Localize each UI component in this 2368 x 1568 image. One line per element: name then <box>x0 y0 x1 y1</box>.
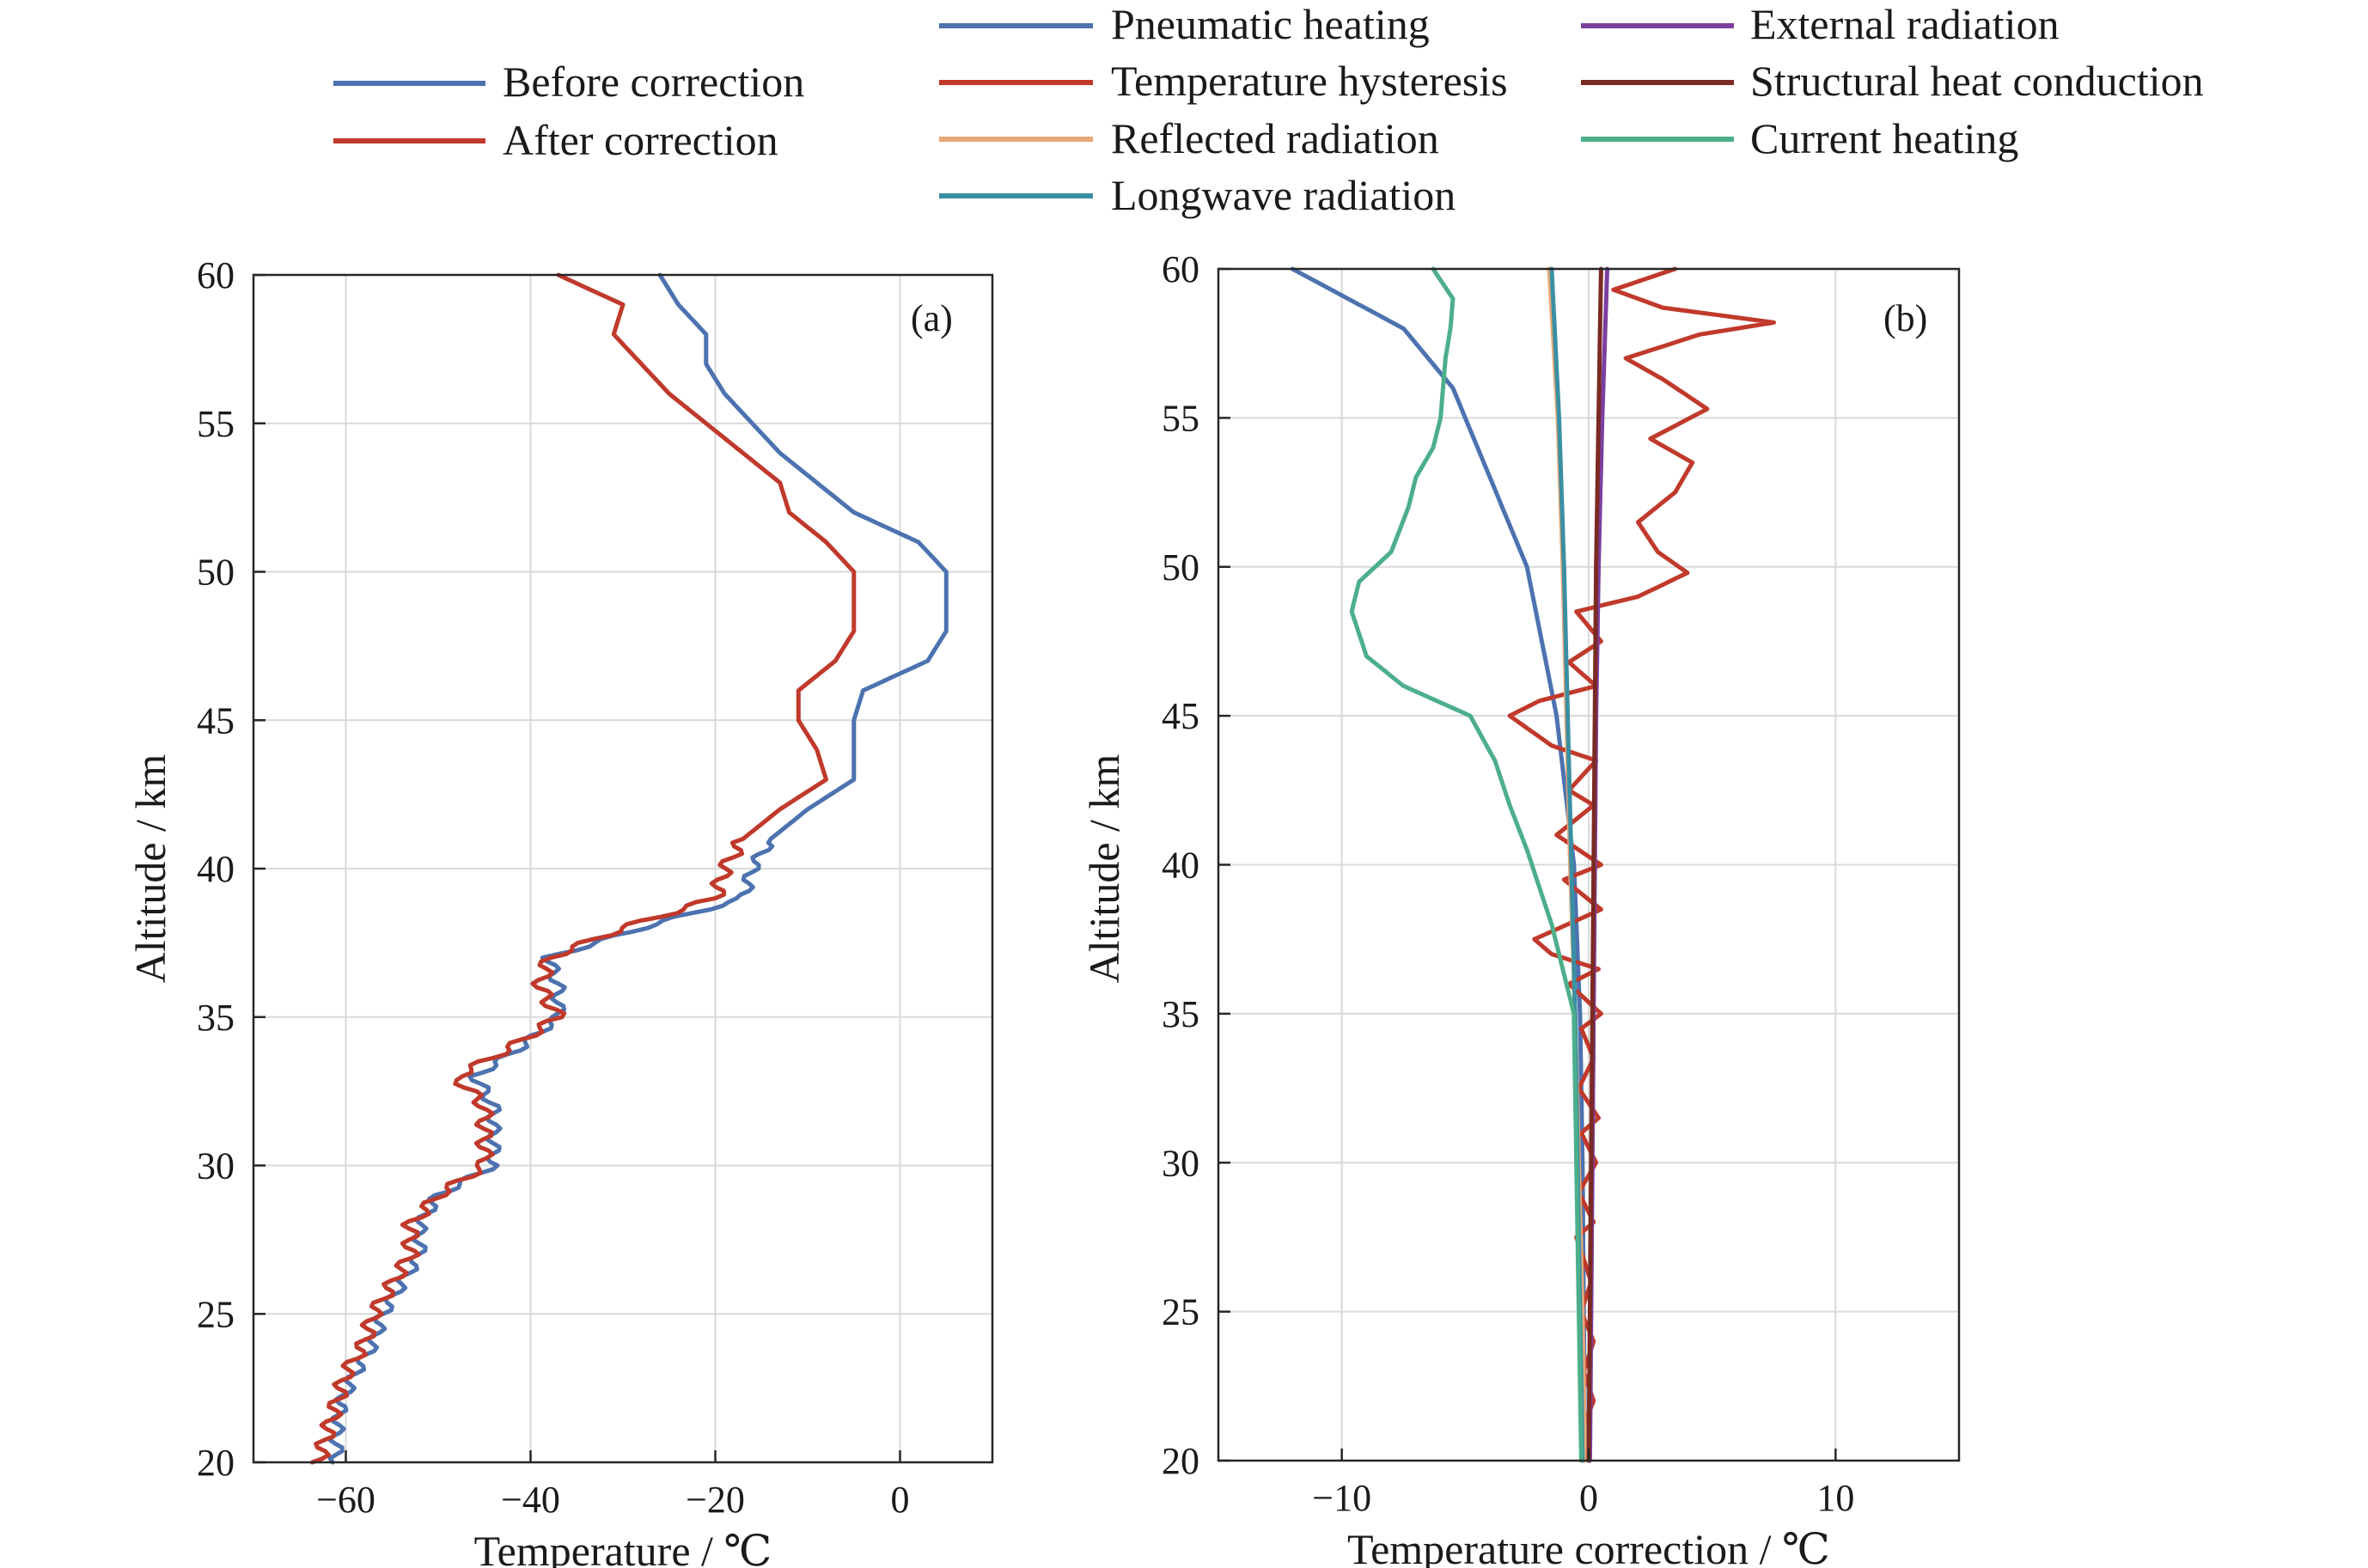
panel-a-xlabel: Temperature / ℃ <box>474 1527 772 1568</box>
ytick-label-a-0: 20 <box>197 1442 235 1484</box>
xtick-label-b-2: 10 <box>1816 1477 1854 1519</box>
ytick-label-b-1: 25 <box>1162 1291 1199 1333</box>
legend-a: Before correction After correction <box>333 58 804 164</box>
ytick-label-a-7: 55 <box>197 403 235 445</box>
ytick-label-a-6: 50 <box>197 552 235 594</box>
series-a <box>309 272 949 1465</box>
ytick-label-a-3: 35 <box>197 997 235 1039</box>
ytick-label-a-5: 45 <box>197 699 235 741</box>
grid-a <box>253 274 992 1463</box>
xtick-label-a-1: −40 <box>501 1479 560 1521</box>
legend-b-label-hysteresis: Temperature hysteresis <box>1111 57 1508 105</box>
ytick-label-b-4: 40 <box>1162 845 1199 887</box>
panel-a: −60 −40 −20 0 20 25 30 35 40 45 50 55 60 (a) Tempera… <box>126 254 994 1568</box>
legend-b-label-structural: Structural heat conduction <box>1750 57 2204 105</box>
legend-a-label-after: After correction <box>503 116 778 164</box>
ytick-label-a-1: 25 <box>197 1293 235 1335</box>
ytick-label-b-0: 20 <box>1162 1440 1199 1482</box>
legend-b: Pneumatic heating Temperature hysteresis… <box>939 0 2204 219</box>
ticks-b: −10 0 10 20 25 30 35 40 45 50 55 60 <box>1162 248 1854 1519</box>
panel-b-ylabel: Altitude / km <box>1080 754 1128 984</box>
legend-b-label-current: Current heating <box>1750 114 2018 162</box>
legend-a-label-before: Before correction <box>503 58 804 106</box>
panel-a-label: (a) <box>911 297 953 339</box>
xtick-label-a-2: −20 <box>686 1479 745 1521</box>
series-line-a-1 <box>309 272 857 1465</box>
panel-b: −10 0 10 20 25 30 35 40 45 50 55 60 (b) Temperature… <box>1080 248 1961 1568</box>
ytick-label-b-8: 60 <box>1162 248 1199 290</box>
panel-b-label: (b) <box>1883 297 1927 339</box>
ytick-label-b-7: 55 <box>1162 397 1199 439</box>
ytick-label-b-5: 45 <box>1162 695 1199 737</box>
legend-b-label-external: External radiation <box>1750 0 2060 48</box>
series-line-b-6 <box>1349 266 1584 1463</box>
ytick-label-a-4: 40 <box>197 848 235 890</box>
ytick-label-a-2: 30 <box>197 1145 235 1187</box>
series-line-a-0 <box>327 272 949 1465</box>
xtick-label-b-0: −10 <box>1312 1477 1371 1519</box>
xtick-label-b-1: 0 <box>1579 1477 1598 1519</box>
ytick-label-a-8: 60 <box>197 254 235 296</box>
ytick-label-b-3: 35 <box>1162 993 1199 1035</box>
ticks-a: −60 −40 −20 0 20 25 30 35 40 45 50 55 60 <box>197 254 910 1521</box>
legend-b-label-reflected: Reflected radiation <box>1111 114 1439 162</box>
xtick-label-a-3: 0 <box>891 1479 910 1521</box>
legend-b-label-pneumatic: Pneumatic heating <box>1111 0 1430 48</box>
series-b <box>1290 266 1776 1463</box>
panel-b-xlabel: Temperature correction / ℃ <box>1347 1525 1830 1568</box>
xtick-label-a-0: −60 <box>316 1479 375 1521</box>
legend-b-label-longwave: Longwave radiation <box>1111 171 1456 219</box>
panel-a-ylabel: Altitude / km <box>126 754 174 984</box>
series-line-b-0 <box>1290 266 1588 1463</box>
ytick-label-b-2: 30 <box>1162 1142 1199 1184</box>
ytick-label-b-6: 50 <box>1162 546 1199 589</box>
series-line-b-5 <box>1586 266 1603 1463</box>
